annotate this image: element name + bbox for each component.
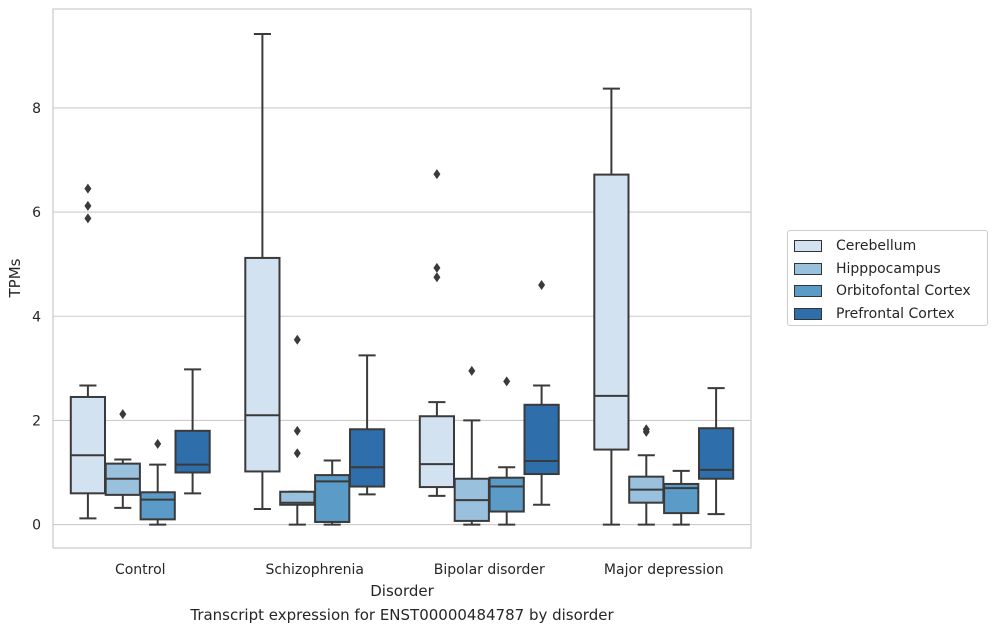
box-cerebellum: [244, 32, 281, 510]
y-tick-label: 8: [32, 101, 41, 117]
iqr-box: [244, 256, 281, 473]
outlier-point: [119, 409, 127, 420]
x-tick-label: Major depression: [604, 562, 724, 578]
outlier-point: [84, 213, 92, 224]
legend-label: Hipppocampus: [836, 260, 941, 277]
box-hipppocampus: [104, 409, 141, 509]
iqr-box: [593, 173, 630, 451]
y-gridlines: [53, 107, 751, 526]
x-tick-label: Schizophrenia: [266, 562, 364, 578]
legend-item: Orbitofontal Cortex: [794, 280, 987, 303]
box-prefrontal-cortex: [697, 387, 735, 516]
outlier-point: [642, 424, 650, 435]
chart-caption: Transcript expression for ENST0000048478…: [190, 606, 614, 624]
legend-item: Cerebellum: [794, 235, 987, 258]
legend-swatch: [794, 307, 822, 320]
box-hipppocampus: [279, 334, 316, 526]
legend-swatch: [794, 262, 822, 275]
legend-item: Hipppocampus: [794, 258, 987, 281]
outlier-point: [293, 425, 301, 436]
outlier-point: [468, 365, 476, 376]
legend: Cerebellum Hipppocampus Orbitofontal Corte…: [787, 230, 988, 326]
iqr-box: [697, 427, 735, 480]
box-hipppocampus: [628, 424, 665, 526]
outlier-point: [433, 272, 441, 283]
iqr-box: [174, 429, 211, 474]
box-orbitofontal-cortex: [663, 469, 700, 526]
iqr-box: [418, 415, 456, 489]
box-orbitofontal-cortex: [488, 376, 525, 526]
outlier-point: [293, 448, 301, 459]
outlier-point: [154, 438, 162, 449]
iqr-box: [523, 403, 560, 476]
box-prefrontal-cortex: [523, 280, 560, 506]
iqr-box: [488, 476, 525, 513]
y-tick-label: 0: [32, 518, 41, 534]
legend-swatch: [794, 285, 822, 298]
box-prefrontal-cortex: [348, 354, 386, 496]
box-prefrontal-cortex: [174, 368, 211, 495]
iqr-box: [69, 395, 107, 495]
legend-item: Prefrontal Cortex: [794, 303, 987, 326]
box-orbitofontal-cortex: [314, 459, 351, 526]
legend-swatch: [794, 240, 822, 253]
y-tick-label: 6: [32, 205, 41, 221]
legend-label: Orbitofontal Cortex: [836, 283, 971, 300]
iqr-box: [348, 428, 386, 488]
outlier-point: [538, 280, 546, 291]
outlier-point: [433, 169, 441, 180]
box-hipppocampus: [453, 365, 490, 526]
outlier-point: [433, 262, 441, 273]
box-cerebellum: [593, 87, 630, 526]
outlier-point: [293, 334, 301, 345]
outlier-point: [503, 376, 511, 387]
x-axis-label: Disorder: [370, 582, 434, 600]
iqr-box: [314, 474, 351, 523]
x-tick-labels: Control Schizophrenia Bipolar disorder Majo…: [115, 562, 724, 578]
legend-label: Cerebellum: [836, 238, 917, 255]
y-tick-label: 2: [32, 413, 41, 429]
x-tick-label: Control: [115, 562, 166, 578]
y-tick-labels: 0 2 4 6 8: [32, 101, 41, 534]
legend-label: Prefrontal Cortex: [836, 305, 955, 322]
iqr-box: [139, 491, 176, 521]
outlier-point: [84, 200, 92, 211]
y-tick-label: 4: [32, 309, 41, 325]
box-orbitofontal-cortex: [139, 438, 176, 526]
box-cerebellum: [69, 183, 107, 520]
y-axis-label: TPMs: [6, 258, 24, 298]
x-tick-label: Bipolar disorder: [434, 562, 545, 578]
plot-frame: [52, 8, 752, 549]
outlier-point: [84, 183, 92, 194]
box-plot-series: [69, 32, 735, 526]
box-cerebellum: [418, 169, 456, 497]
